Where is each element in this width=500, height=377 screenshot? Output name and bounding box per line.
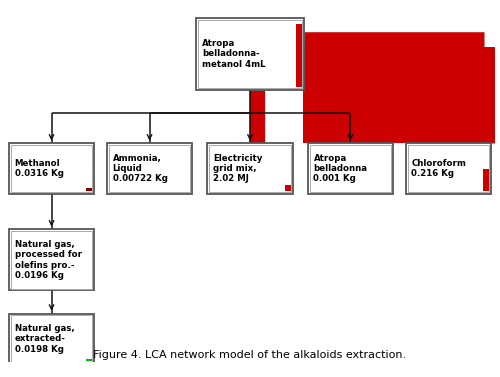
Text: Natural gas,
processed for
olefins pro.-
0.0196 Kg: Natural gas, processed for olefins pro.-…: [14, 240, 82, 280]
Text: Atropa
belladonna-
metanol 4mL: Atropa belladonna- metanol 4mL: [202, 39, 266, 69]
Bar: [198, 20, 302, 88]
Text: Chloroform
0.216 Kg: Chloroform 0.216 Kg: [412, 159, 467, 178]
Bar: [406, 143, 492, 194]
Bar: [10, 231, 92, 289]
Bar: [8, 229, 94, 290]
Bar: [196, 18, 304, 90]
Bar: [106, 143, 192, 194]
Bar: [284, 185, 291, 191]
Bar: [10, 315, 92, 362]
Text: Atropa
belladonna
0.001 Kg: Atropa belladonna 0.001 Kg: [314, 153, 368, 184]
Bar: [308, 143, 394, 194]
Text: Ammonia,
Liquid
0.00722 Kg: Ammonia, Liquid 0.00722 Kg: [112, 153, 168, 184]
Bar: [8, 143, 94, 194]
Bar: [296, 24, 302, 87]
Bar: [10, 145, 92, 192]
Text: Natural gas,
extracted-
0.0198 Kg: Natural gas, extracted- 0.0198 Kg: [14, 324, 74, 354]
Bar: [86, 359, 92, 361]
Bar: [408, 145, 490, 192]
Bar: [483, 169, 490, 191]
Bar: [207, 143, 293, 194]
Text: Methanol
0.0316 Kg: Methanol 0.0316 Kg: [14, 159, 64, 178]
Bar: [310, 145, 392, 192]
Bar: [209, 145, 291, 192]
Bar: [8, 314, 94, 364]
Bar: [304, 47, 496, 143]
Bar: [86, 188, 92, 191]
Bar: [108, 145, 190, 192]
Text: Figure 4. LCA network model of the alkaloids extraction.: Figure 4. LCA network model of the alkal…: [94, 350, 406, 360]
Text: Electricity
grid mix,
2.02 MJ: Electricity grid mix, 2.02 MJ: [213, 153, 262, 184]
